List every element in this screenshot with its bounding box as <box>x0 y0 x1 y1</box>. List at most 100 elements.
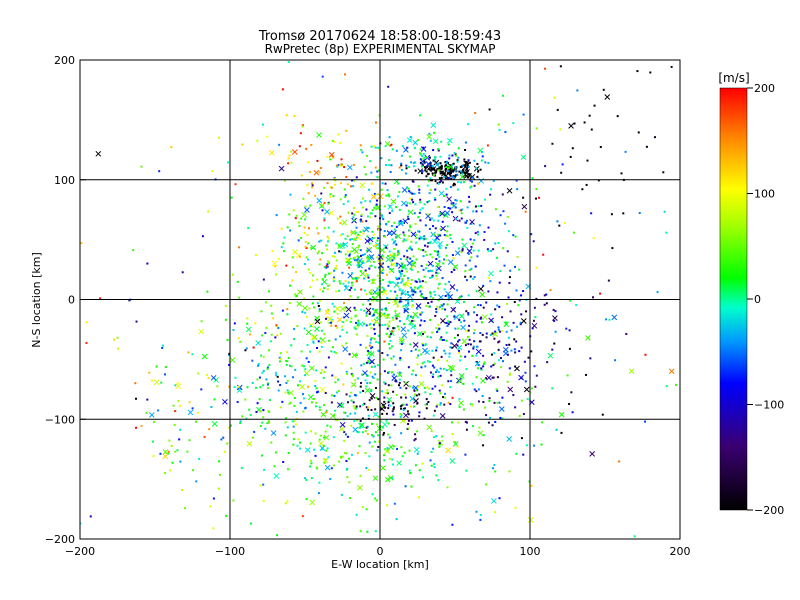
data-point <box>414 286 417 289</box>
data-point <box>377 334 380 337</box>
data-point <box>461 172 464 175</box>
data-point <box>332 436 335 439</box>
data-point <box>432 414 435 417</box>
data-point <box>359 249 362 252</box>
data-point <box>456 159 459 162</box>
data-point <box>483 230 486 233</box>
data-point <box>387 433 390 436</box>
data-point <box>398 190 401 193</box>
data-point <box>365 314 368 317</box>
data-point <box>228 363 231 366</box>
data-point <box>449 233 452 236</box>
data-point <box>382 431 385 434</box>
data-point <box>464 270 467 273</box>
data-point <box>535 297 538 300</box>
data-point <box>489 334 492 337</box>
data-point-x <box>521 203 528 210</box>
data-point <box>396 284 399 287</box>
data-point <box>402 231 405 234</box>
data-point-x <box>292 249 298 255</box>
data-point <box>512 122 515 125</box>
data-point <box>477 233 480 236</box>
data-point <box>522 453 525 456</box>
data-point <box>499 357 502 360</box>
data-point <box>317 340 320 343</box>
data-point-x <box>447 259 454 265</box>
data-point <box>285 363 288 366</box>
data-point <box>458 349 461 352</box>
data-point <box>442 303 445 306</box>
data-point <box>302 197 305 200</box>
data-point <box>392 445 395 448</box>
data-point <box>333 251 336 254</box>
data-point <box>442 367 445 370</box>
data-point <box>331 319 334 322</box>
data-point-x <box>419 158 426 165</box>
data-point <box>369 341 372 344</box>
data-point-x <box>523 386 530 393</box>
data-point <box>224 318 227 321</box>
data-point <box>427 270 430 273</box>
data-point <box>467 329 470 332</box>
data-point <box>455 199 458 202</box>
data-point <box>653 136 656 139</box>
data-point <box>344 73 347 76</box>
data-point <box>310 477 313 480</box>
data-point <box>381 286 384 289</box>
data-point <box>318 263 321 266</box>
data-point <box>178 438 181 441</box>
data-point <box>468 338 471 341</box>
data-point <box>425 165 428 168</box>
data-point <box>261 454 264 457</box>
data-point <box>422 255 425 258</box>
data-point <box>458 351 461 354</box>
data-point <box>327 237 330 240</box>
data-point <box>424 344 427 347</box>
data-point <box>307 242 310 245</box>
data-point <box>447 320 450 323</box>
data-point <box>506 302 509 305</box>
data-point <box>368 247 371 250</box>
data-point <box>459 165 462 168</box>
data-point <box>563 222 566 225</box>
data-point <box>352 405 355 408</box>
data-point <box>262 483 265 486</box>
data-point <box>568 347 571 350</box>
data-point <box>386 504 389 507</box>
data-point <box>446 225 449 228</box>
data-point <box>523 360 526 363</box>
data-point-x <box>481 314 488 320</box>
data-point <box>352 219 355 222</box>
data-point <box>373 145 376 148</box>
data-point <box>366 382 369 385</box>
data-point <box>377 247 380 250</box>
data-point <box>391 281 394 284</box>
data-point <box>440 180 443 183</box>
data-point <box>402 403 405 406</box>
data-point <box>462 382 465 385</box>
data-point-x <box>345 306 352 313</box>
data-point <box>434 156 437 159</box>
data-point <box>467 123 470 126</box>
data-point <box>428 227 431 230</box>
data-point <box>383 400 386 403</box>
data-point <box>439 170 442 173</box>
data-point <box>277 389 280 392</box>
data-point <box>601 413 604 416</box>
data-point <box>481 155 484 158</box>
data-point <box>370 337 373 340</box>
data-point <box>487 290 490 293</box>
data-point <box>365 208 368 211</box>
data-point-x <box>296 301 303 307</box>
data-point <box>344 194 347 197</box>
data-point-x <box>401 200 407 207</box>
data-point <box>402 408 405 411</box>
data-point <box>495 388 498 391</box>
data-point <box>287 357 290 360</box>
data-point <box>411 192 414 195</box>
data-point <box>549 289 552 292</box>
data-point <box>385 332 388 335</box>
data-point <box>280 246 283 249</box>
data-point <box>311 182 314 185</box>
data-point <box>512 321 515 324</box>
